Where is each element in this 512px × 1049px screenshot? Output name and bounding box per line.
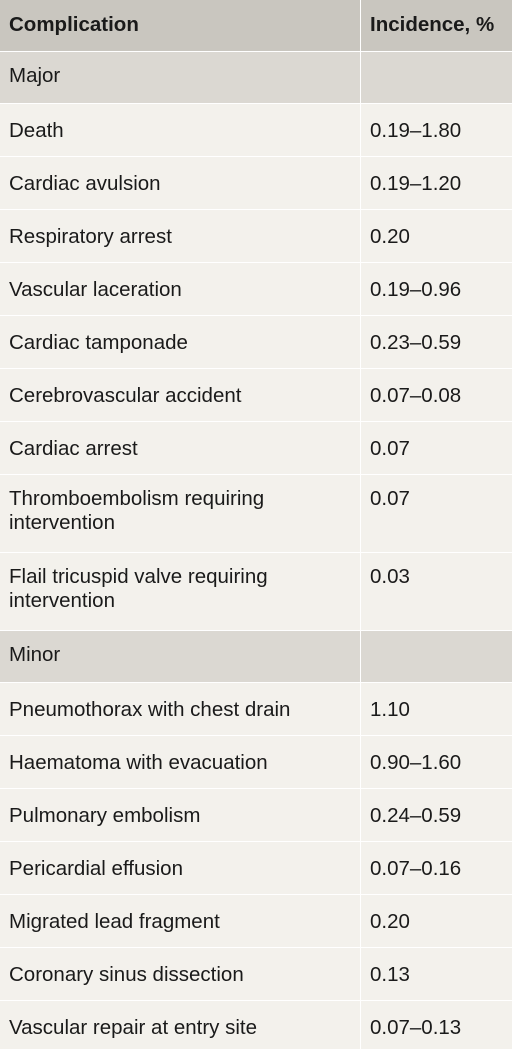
complication-cell: Flail tricuspid valve requiring interven… bbox=[0, 553, 361, 630]
table-row: Thromboembolism requiring intervention 0… bbox=[0, 475, 512, 553]
incidence-cell: 0.13 bbox=[370, 963, 410, 986]
incidence-cell: 0.07–0.13 bbox=[370, 1016, 462, 1039]
table-row: Respiratory arrest 0.20 bbox=[0, 210, 512, 263]
section-empty-cell bbox=[361, 631, 512, 682]
table-row: Migrated lead fragment 0.20 bbox=[0, 895, 512, 948]
table-row: Cardiac avulsion 0.19–1.20 bbox=[0, 157, 512, 210]
section-header-minor: Minor bbox=[0, 631, 512, 683]
section-header-major: Major bbox=[0, 52, 512, 104]
table-row: Haematoma with evacuation 0.90–1.60 bbox=[0, 736, 512, 789]
table-row: Cerebrovascular accident 0.07–0.08 bbox=[0, 369, 512, 422]
table-row: Pneumothorax with chest drain 1.10 bbox=[0, 683, 512, 736]
complication-cell: Pulmonary embolism bbox=[0, 789, 361, 841]
incidence-cell: 0.20 bbox=[370, 225, 410, 248]
incidence-cell: 0.07 bbox=[370, 437, 410, 460]
table-row: Vascular laceration 0.19–0.96 bbox=[0, 263, 512, 316]
incidence-cell: 0.24–0.59 bbox=[370, 804, 462, 827]
table-row: Pulmonary embolism 0.24–0.59 bbox=[0, 789, 512, 842]
incidence-cell: 0.07 bbox=[370, 487, 410, 510]
incidence-cell: 0.23–0.59 bbox=[370, 331, 462, 354]
complication-cell: Haematoma with evacuation bbox=[0, 736, 361, 788]
complication-cell: Vascular laceration bbox=[0, 263, 361, 315]
incidence-cell: 0.19–1.80 bbox=[370, 119, 462, 142]
incidence-column-header: Incidence, % bbox=[361, 0, 512, 51]
table-row: Pericardial effusion 0.07–0.16 bbox=[0, 842, 512, 895]
complication-column-header: Complication bbox=[0, 0, 361, 51]
complication-cell: Respiratory arrest bbox=[0, 210, 361, 262]
complication-cell: Cardiac arrest bbox=[0, 422, 361, 474]
section-label: Minor bbox=[0, 631, 361, 682]
table-header-row: Complication Incidence, % bbox=[0, 0, 512, 52]
complication-cell: Cerebrovascular accident bbox=[0, 369, 361, 421]
table-row: Death 0.19–1.80 bbox=[0, 104, 512, 157]
table-row: Cardiac tamponade 0.23–0.59 bbox=[0, 316, 512, 369]
complication-cell: Cardiac avulsion bbox=[0, 157, 361, 209]
incidence-cell: 0.07–0.08 bbox=[370, 384, 462, 407]
incidence-cell: 0.90–1.60 bbox=[370, 751, 462, 774]
complication-cell: Pericardial effusion bbox=[0, 842, 361, 894]
table-row: Vascular repair at entry site 0.07–0.13 bbox=[0, 1001, 512, 1049]
incidence-cell: 0.20 bbox=[370, 910, 410, 933]
complication-cell: Coronary sinus dissection bbox=[0, 948, 361, 1000]
complication-cell: Pneumothorax with chest drain bbox=[0, 683, 361, 735]
incidence-cell: 0.07–0.16 bbox=[370, 857, 462, 880]
table-row: Flail tricuspid valve requiring interven… bbox=[0, 553, 512, 631]
section-empty-cell bbox=[361, 52, 512, 103]
table-row: Coronary sinus dissection 0.13 bbox=[0, 948, 512, 1001]
complication-cell: Cardiac tamponade bbox=[0, 316, 361, 368]
incidence-cell: 0.19–1.20 bbox=[370, 172, 462, 195]
complication-cell: Migrated lead fragment bbox=[0, 895, 361, 947]
section-label: Major bbox=[0, 52, 361, 103]
complication-cell: Death bbox=[0, 104, 361, 156]
complication-cell: Vascular repair at entry site bbox=[0, 1001, 361, 1049]
incidence-cell: 0.19–0.96 bbox=[370, 278, 462, 301]
incidence-cell: 1.10 bbox=[370, 698, 410, 721]
incidence-cell: 0.03 bbox=[370, 565, 410, 588]
table-row: Cardiac arrest 0.07 bbox=[0, 422, 512, 475]
complication-cell: Thromboembolism requiring intervention bbox=[0, 475, 361, 552]
